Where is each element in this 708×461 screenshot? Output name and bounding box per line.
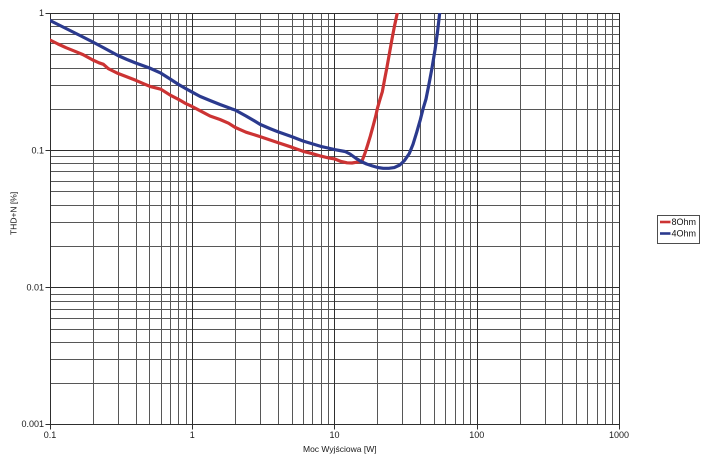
- svg-text:100: 100: [469, 430, 484, 440]
- svg-text:4Ohm: 4Ohm: [672, 229, 697, 239]
- svg-text:0.01: 0.01: [26, 283, 44, 293]
- svg-text:1000: 1000: [609, 430, 629, 440]
- svg-text:0.1: 0.1: [44, 430, 57, 440]
- svg-text:1: 1: [190, 430, 195, 440]
- svg-text:10: 10: [329, 430, 339, 440]
- svg-text:THD+N [%]: THD+N [%]: [9, 192, 19, 235]
- svg-text:Moc Wyjściowa [W]: Moc Wyjściowa [W]: [303, 444, 377, 454]
- svg-text:0.1: 0.1: [31, 145, 44, 155]
- svg-text:1: 1: [39, 8, 44, 18]
- svg-text:0.001: 0.001: [21, 419, 44, 429]
- svg-text:8Ohm: 8Ohm: [672, 217, 697, 227]
